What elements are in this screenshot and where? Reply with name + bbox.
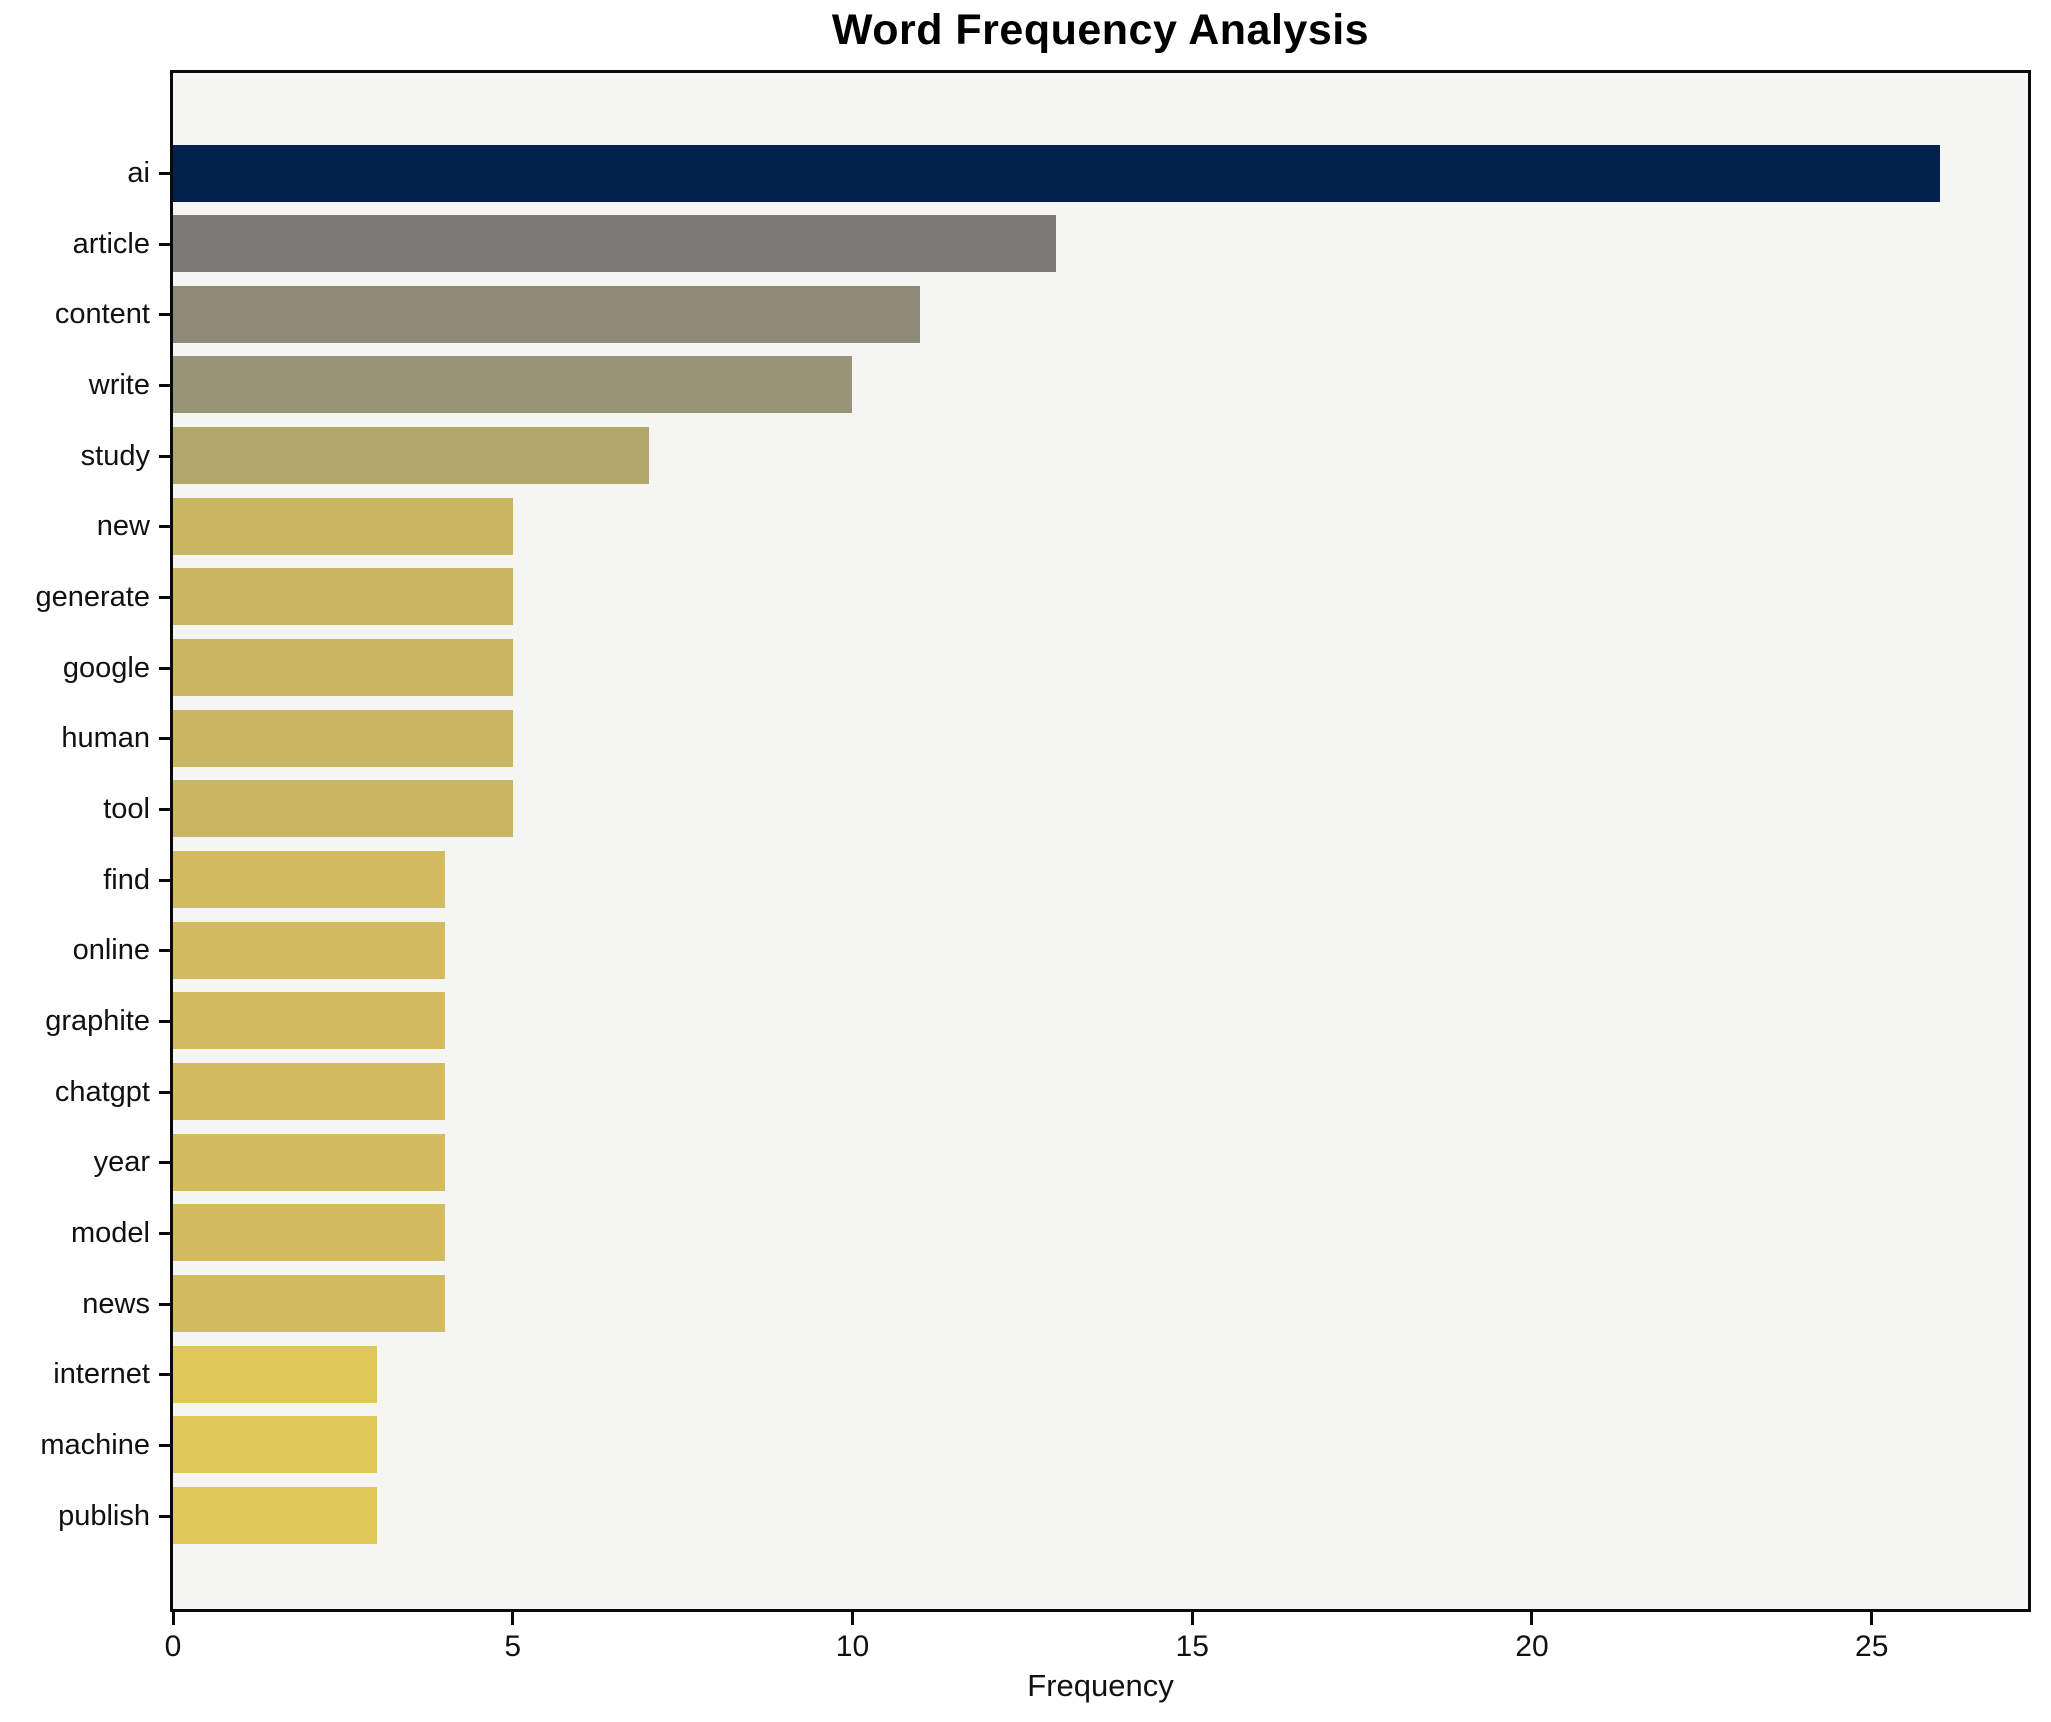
y-axis-label-model: model [71,1216,150,1249]
x-tick-0 [171,1612,175,1625]
y-tick-article [159,242,170,246]
x-tick-label-20: 20 [1515,1630,1549,1663]
x-axis-title: Frequency [1027,1668,1174,1703]
y-axis-label-article: article [72,227,150,260]
bar-news [173,1275,445,1333]
bar-online [173,921,445,979]
x-tick-label-10: 10 [835,1630,870,1663]
y-axis-label-tool: tool [103,792,150,825]
y-tick-online [159,949,170,953]
y-tick-study [159,454,170,458]
y-axis-label-human: human [61,722,150,755]
y-tick-google [159,666,170,670]
y-axis-label-generate: generate [35,580,151,613]
y-tick-publish [159,1514,170,1518]
bar-google [173,639,513,697]
bar-ai [173,144,1940,202]
plot-area [170,70,2031,1612]
chart-title: Word Frequency Analysis [831,6,1370,54]
y-axis-label-graphite: graphite [45,1004,150,1037]
y-tick-content [159,313,170,317]
y-tick-year [159,1161,170,1165]
y-axis-label-online: online [72,934,150,967]
bar-study [173,427,649,485]
x-tick-5 [511,1612,515,1625]
bar-graphite [173,992,445,1050]
bar-year [173,1133,445,1191]
bar-human [173,709,513,767]
y-axis-label-write: write [88,368,150,401]
y-axis-label-find: find [103,863,150,896]
bar-tool [173,780,513,838]
x-tick-label-5: 5 [504,1630,522,1663]
y-tick-internet [159,1373,170,1377]
bar-find [173,851,445,909]
x-tick-25 [1870,1612,1874,1625]
x-tick-label-15: 15 [1175,1630,1209,1663]
y-axis-label-year: year [93,1146,150,1179]
y-tick-write [159,383,170,387]
bar-publish [173,1487,377,1545]
y-tick-new [159,525,170,529]
y-axis-label-study: study [80,439,150,472]
x-tick-10 [850,1612,854,1625]
bar-internet [173,1345,377,1403]
y-axis-label-new: new [96,510,150,543]
bar-chatgpt [173,1063,445,1121]
y-tick-human [159,737,170,741]
x-tick-20 [1530,1612,1534,1625]
y-axis-label-news: news [82,1287,150,1320]
y-axis-label-google: google [62,651,150,684]
y-tick-chatgpt [159,1090,170,1094]
y-axis-label-internet: internet [53,1358,150,1391]
bar-machine [173,1416,377,1474]
bar-model [173,1204,445,1262]
y-tick-graphite [159,1019,170,1023]
bar-write [173,356,853,414]
x-tick-15 [1190,1612,1194,1625]
bar-generate [173,568,513,626]
y-tick-ai [159,172,170,175]
y-axis-label-machine: machine [40,1428,150,1461]
y-tick-machine [159,1443,170,1447]
y-axis-label-chatgpt: chatgpt [54,1075,150,1108]
x-tick-label-25: 25 [1855,1630,1889,1663]
bar-article [173,215,1057,273]
y-axis-label-ai: ai [127,157,150,189]
bar-new [173,497,513,555]
y-axis-label-content: content [54,298,150,331]
y-tick-tool [159,807,170,811]
y-tick-model [159,1231,170,1235]
bar-content [173,285,921,343]
y-tick-find [159,878,170,882]
y-tick-generate [159,595,170,599]
x-tick-label-0: 0 [164,1630,182,1663]
y-tick-news [159,1302,170,1306]
y-axis-label-publish: publish [58,1499,150,1532]
